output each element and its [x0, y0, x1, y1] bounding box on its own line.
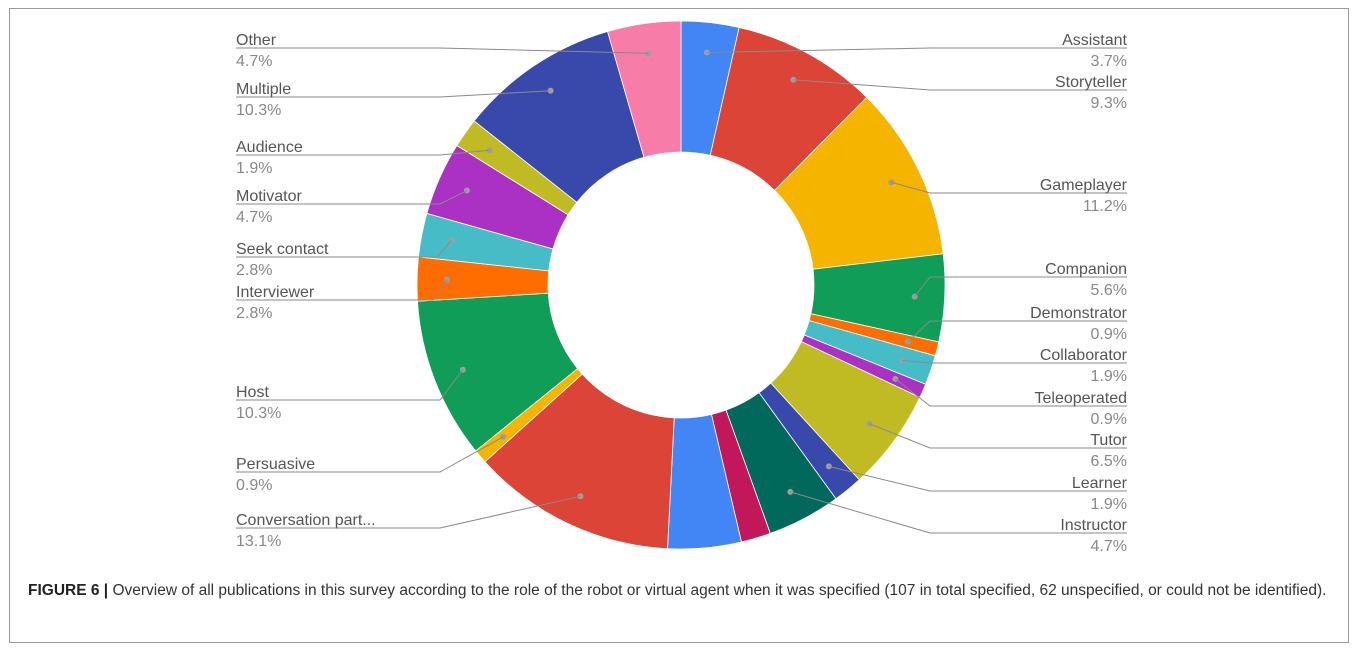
slice-value-motivator: 4.7% [236, 209, 272, 226]
slice-value-other: 4.7% [236, 53, 272, 70]
leader-line-instructor [790, 491, 1127, 534]
leader-line-multiple [236, 90, 551, 98]
slice-value-conversation-part: 13.1% [236, 533, 281, 550]
slice-value-host: 10.3% [236, 405, 281, 422]
slice-label-interviewer: Interviewer [236, 284, 315, 301]
leader-line-other [236, 47, 649, 54]
slice-value-multiple: 10.3% [236, 102, 281, 119]
leader-line-interviewer [236, 279, 448, 301]
leader-line-learner [828, 465, 1127, 492]
leader-line-seek-contact [236, 240, 452, 258]
slice-value-persuasive: 0.9% [236, 477, 272, 494]
figure-frame: Assistant 3.7% Storyteller 9.3% Gameplayer 11… [9, 8, 1349, 643]
leader-line-storyteller [793, 79, 1127, 91]
leader-line-teleoperated [895, 378, 1127, 407]
slice-value-collaborator: 1.9% [1091, 368, 1127, 385]
leader-line-audience [236, 149, 490, 156]
leader-line-gameplayer [891, 181, 1127, 194]
slice-label-teleoperated: Teleoperated [1034, 390, 1127, 407]
figure-caption: FIGURE 6 | Overview of all publications … [28, 580, 1350, 602]
slice-label-instructor: Instructor [1060, 517, 1127, 534]
slice-value-teleoperated: 0.9% [1091, 411, 1127, 428]
slice-label-multiple: Multiple [236, 81, 291, 98]
caption-text: Overview of all publications in this sur… [108, 582, 1327, 599]
leader-line-host [236, 369, 464, 401]
leader-line-motivator [236, 190, 468, 205]
slice-label-assistant: Assistant [1062, 32, 1127, 49]
slice-label-other: Other [236, 32, 277, 49]
slice-label-gameplayer: Gameplayer [1040, 177, 1128, 194]
slice-label-seek-contact: Seek contact [236, 241, 329, 258]
slice-value-instructor: 4.7% [1091, 538, 1127, 555]
slice-label-host: Host [236, 384, 269, 401]
slice-value-assistant: 3.7% [1091, 53, 1127, 70]
leader-line-companion [914, 276, 1127, 297]
leader-line-persuasive [236, 436, 504, 473]
leader-line-demonstrator [907, 320, 1127, 343]
slice-label-persuasive: Persuasive [236, 456, 315, 473]
slice-label-collaborator: Collaborator [1040, 347, 1128, 364]
slice-other [607, 20, 682, 158]
slice-label-demonstrator: Demonstrator [1030, 305, 1128, 322]
slice-conversation-part [484, 373, 675, 550]
caption-label: FIGURE 6 | [28, 582, 109, 599]
leader-line-conversation-part [236, 495, 581, 529]
slice-label-learner: Learner [1072, 475, 1128, 492]
slice-label-motivator: Motivator [236, 188, 302, 205]
slice-label-audience: Audience [236, 139, 303, 156]
leader-line-assistant [706, 47, 1127, 53]
slice-value-storyteller: 9.3% [1091, 95, 1127, 112]
donut-chart: Assistant 3.7% Storyteller 9.3% Gameplayer 11… [236, 20, 1128, 555]
slice-value-demonstrator: 0.9% [1091, 326, 1127, 343]
slice-value-seek-contact: 2.8% [236, 262, 272, 279]
leader-line-collaborator [902, 360, 1127, 364]
slice-value-companion: 5.6% [1091, 282, 1127, 299]
slice-value-learner: 1.9% [1091, 496, 1127, 513]
slice-label-conversation-part: Conversation part... [236, 512, 376, 529]
slice-value-gameplayer: 11.2% [1083, 198, 1127, 215]
slice-label-tutor: Tutor [1090, 432, 1127, 449]
slice-label-companion: Companion [1045, 261, 1127, 278]
slice-label-storyteller: Storyteller [1055, 74, 1128, 91]
slice-value-audience: 1.9% [236, 160, 272, 177]
slice-value-interviewer: 2.8% [236, 305, 272, 322]
slice-value-tutor: 6.5% [1091, 453, 1127, 470]
leader-line-tutor [869, 423, 1127, 449]
